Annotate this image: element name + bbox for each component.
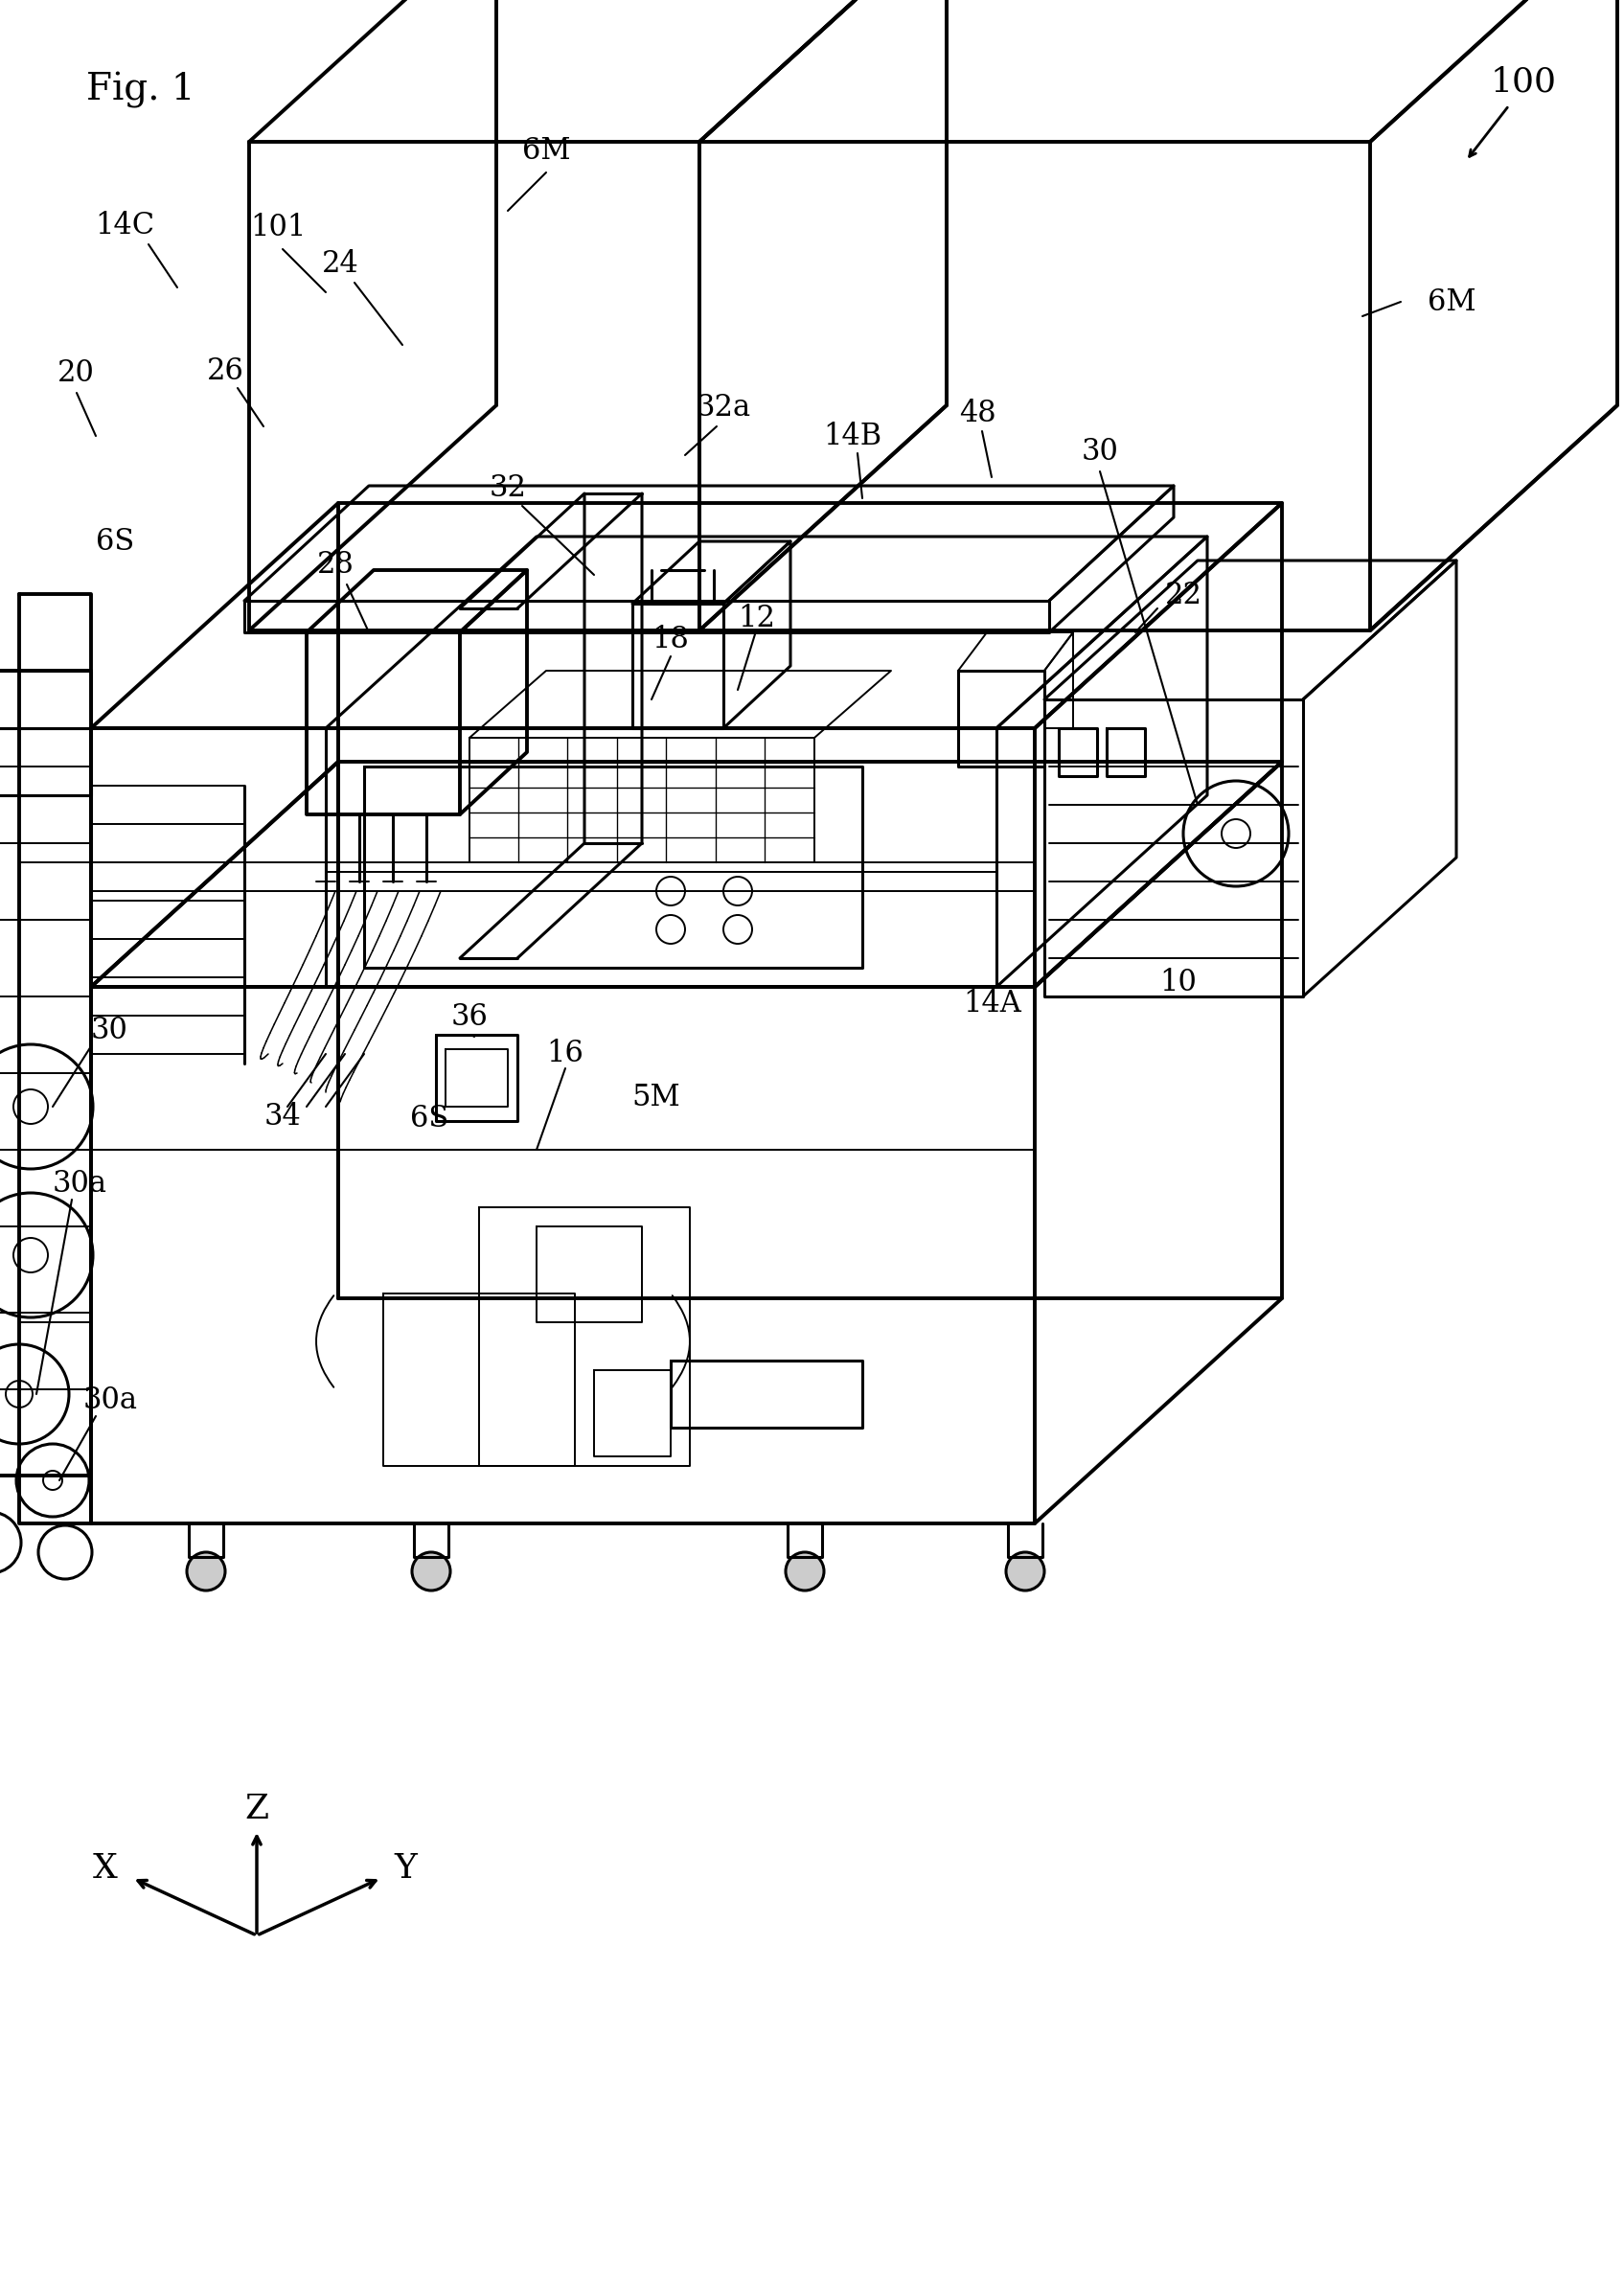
Text: 14A: 14A <box>963 989 1021 1019</box>
Text: 16: 16 <box>547 1039 585 1069</box>
Text: 12: 12 <box>739 602 776 632</box>
Text: 22: 22 <box>1164 581 1202 611</box>
Circle shape <box>412 1552 450 1591</box>
Text: 30a: 30a <box>83 1385 138 1415</box>
Text: 6S: 6S <box>409 1103 448 1133</box>
Text: 14C: 14C <box>94 211 154 240</box>
Text: 6S: 6S <box>96 526 135 556</box>
Text: 32: 32 <box>489 474 526 504</box>
Text: 6M: 6M <box>521 137 570 167</box>
Text: 20: 20 <box>57 359 94 389</box>
Text: 101: 101 <box>250 213 305 243</box>
Text: 32a: 32a <box>697 391 750 421</box>
Text: 6M: 6M <box>1427 286 1476 316</box>
Text: 100: 100 <box>1491 64 1556 98</box>
Text: 30a: 30a <box>52 1167 107 1197</box>
Text: 34: 34 <box>265 1101 300 1131</box>
Text: 30: 30 <box>1082 437 1119 467</box>
Circle shape <box>786 1552 823 1591</box>
Circle shape <box>1005 1552 1044 1591</box>
Text: 14B: 14B <box>823 421 882 451</box>
Text: 24: 24 <box>322 250 359 279</box>
Text: 18: 18 <box>653 625 689 655</box>
Text: 30: 30 <box>91 1014 128 1044</box>
Text: 48: 48 <box>958 398 996 428</box>
Text: X: X <box>93 1852 117 1884</box>
Text: Z: Z <box>245 1792 268 1824</box>
Text: 10: 10 <box>1160 968 1197 998</box>
Text: Y: Y <box>395 1852 417 1884</box>
Text: 28: 28 <box>317 549 354 579</box>
Text: 36: 36 <box>451 1003 489 1032</box>
Circle shape <box>187 1552 226 1591</box>
Text: 26: 26 <box>206 357 244 387</box>
Text: Fig. 1: Fig. 1 <box>86 71 195 108</box>
Text: 5M: 5M <box>632 1083 680 1112</box>
